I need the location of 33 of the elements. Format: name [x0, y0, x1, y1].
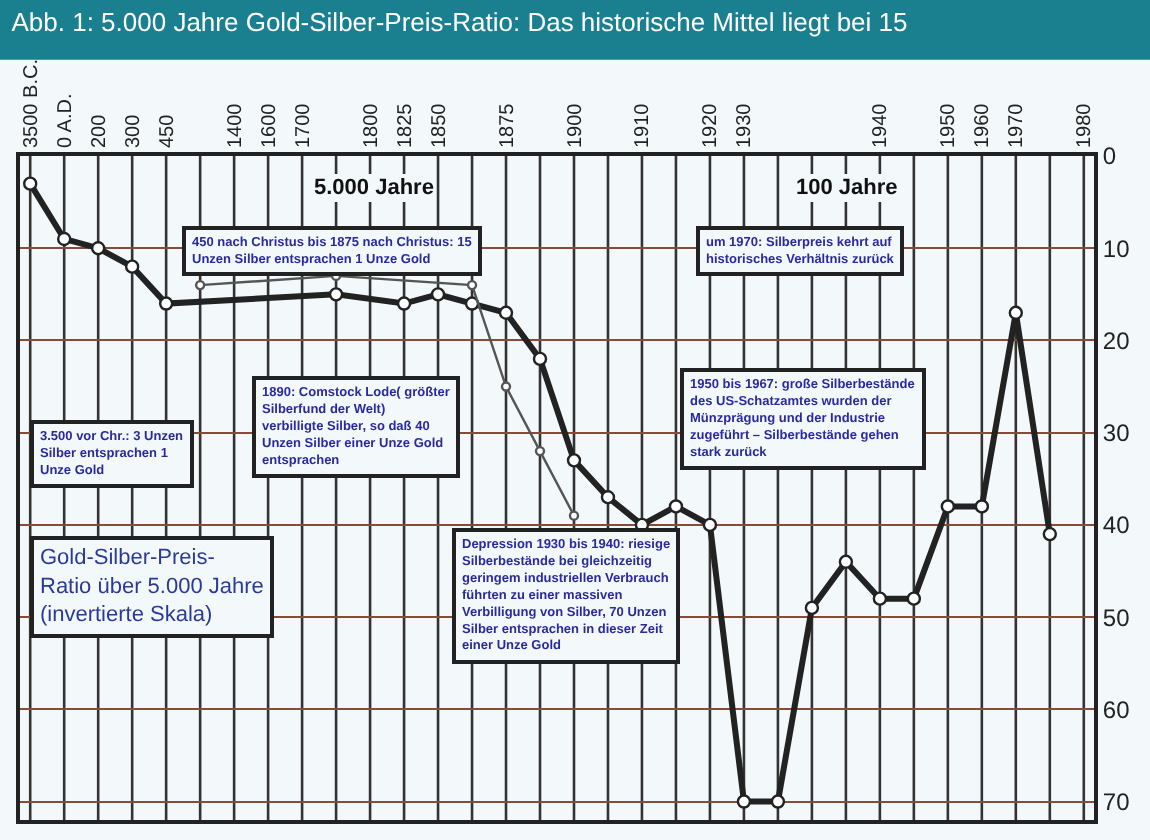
- y-tick-label: 20: [1102, 326, 1131, 355]
- x-tick-label: 1920: [700, 102, 723, 148]
- x-tick-label: 1970: [1006, 102, 1029, 148]
- x-tick-label: 1960: [972, 102, 995, 148]
- annotation: Gold-Silber-Preis-Ratio über 5.000 Jahre (invertierte Skala): [40, 546, 264, 628]
- x-tick-label: 1700: [292, 102, 315, 148]
- x-tick-label: 300: [122, 113, 145, 148]
- x-tick-label: 1400: [224, 102, 247, 148]
- x-tick-label: 1850: [428, 102, 451, 148]
- x-tick-label: 1875: [496, 102, 519, 148]
- x-tick-label: 1980: [1074, 102, 1097, 148]
- x-tick-label: 450: [156, 113, 179, 148]
- x-tick-label: 1800: [360, 102, 383, 148]
- y-tick-label: 40: [1102, 511, 1131, 540]
- x-tick-label: 1600: [258, 102, 281, 148]
- x-tick-label: 1900: [564, 102, 587, 148]
- x-tick-label: 1910: [632, 102, 655, 148]
- x-tick-label: 3500 B.C.: [20, 59, 43, 148]
- x-tick-label: 1950: [938, 102, 961, 148]
- y-tick-label: 60: [1102, 695, 1131, 724]
- x-tick-label: 1930: [734, 102, 757, 148]
- annotation: 5.000 Jahre: [314, 176, 434, 200]
- x-tick-label: 1940: [870, 102, 893, 148]
- annotation: 100 Jahre: [796, 176, 898, 200]
- y-tick-label: 30: [1102, 419, 1131, 448]
- x-tick-label: 1825: [394, 102, 417, 148]
- x-tick-label: 200: [88, 113, 111, 148]
- chart-title: Abb. 1: 5.000 Jahre Gold-Silber-Preis-Ratio: Das historische Mittel liegt bei 15: [11, 6, 908, 37]
- y-tick-label: 0: [1102, 142, 1117, 171]
- x-tick-label: 0 A.D.: [54, 93, 77, 148]
- y-tick-label: 10: [1102, 234, 1131, 263]
- y-tick-label: 70: [1102, 787, 1131, 816]
- y-tick-label: 50: [1102, 603, 1131, 632]
